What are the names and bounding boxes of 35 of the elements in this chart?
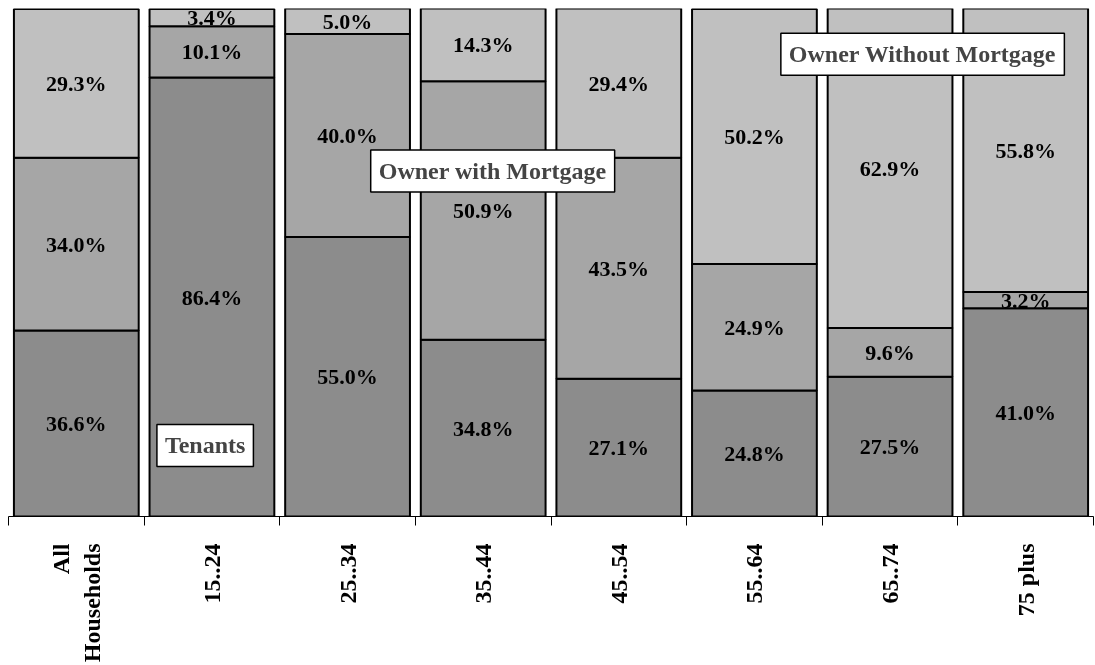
data-label: 14.3% bbox=[452, 32, 514, 58]
data-label: 29.3% bbox=[46, 70, 107, 96]
data-label: 41.0% bbox=[995, 399, 1056, 425]
data-label: 62.9% bbox=[859, 155, 921, 181]
x-tick-label: 55..64 bbox=[741, 543, 768, 604]
data-label: 24.8% bbox=[724, 441, 785, 467]
data-label: 55.8% bbox=[995, 137, 1056, 163]
series-label: Tenants bbox=[164, 432, 246, 459]
data-label: 27.1% bbox=[588, 435, 650, 461]
data-label: 50.9% bbox=[452, 197, 514, 223]
data-label: 9.6% bbox=[865, 339, 915, 365]
data-label: 50.2% bbox=[724, 124, 785, 150]
data-label: 55.0% bbox=[317, 364, 378, 390]
x-tick-label: 45..54 bbox=[605, 543, 632, 604]
x-tick-label: 35..44 bbox=[470, 543, 497, 604]
data-label: 27.5% bbox=[859, 434, 921, 460]
series-label: Owner Without Mortgage bbox=[788, 41, 1056, 68]
data-label: 24.9% bbox=[724, 314, 785, 340]
data-label: 86.4% bbox=[181, 284, 243, 310]
series-label: Owner with Mortgage bbox=[378, 158, 607, 185]
x-tick-label: 65..74 bbox=[877, 543, 904, 604]
data-label: 34.0% bbox=[46, 231, 107, 257]
data-label: 5.0% bbox=[322, 8, 373, 34]
data-label: 36.6% bbox=[46, 411, 107, 437]
x-tick-label: All Households bbox=[47, 543, 105, 663]
data-label: 40.0% bbox=[317, 123, 378, 148]
data-label: 3.2% bbox=[1000, 287, 1051, 313]
x-tick-label: 15..24 bbox=[198, 543, 225, 604]
data-label: 10.1% bbox=[181, 39, 243, 65]
data-label: 3.4% bbox=[187, 5, 237, 31]
data-label: 29.4% bbox=[588, 70, 650, 96]
data-label: 43.5% bbox=[588, 255, 650, 281]
x-tick-label: 75 plus bbox=[1012, 543, 1039, 617]
data-label: 34.8% bbox=[452, 415, 514, 441]
x-tick-label: 25..34 bbox=[334, 543, 361, 604]
